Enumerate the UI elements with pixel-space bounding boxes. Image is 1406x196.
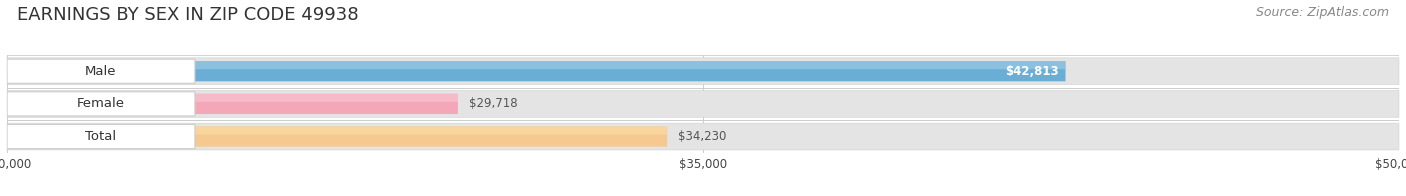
FancyBboxPatch shape	[7, 59, 195, 83]
FancyBboxPatch shape	[7, 94, 458, 114]
FancyBboxPatch shape	[7, 126, 668, 134]
FancyBboxPatch shape	[7, 61, 1066, 81]
Text: Female: Female	[77, 97, 125, 110]
FancyBboxPatch shape	[7, 94, 458, 102]
Text: Total: Total	[86, 130, 117, 143]
Text: Source: ZipAtlas.com: Source: ZipAtlas.com	[1256, 6, 1389, 19]
Text: $42,813: $42,813	[1005, 65, 1059, 78]
FancyBboxPatch shape	[7, 61, 1066, 69]
FancyBboxPatch shape	[7, 92, 195, 116]
Text: $29,718: $29,718	[470, 97, 517, 110]
FancyBboxPatch shape	[7, 58, 1399, 85]
FancyBboxPatch shape	[7, 124, 195, 149]
FancyBboxPatch shape	[7, 126, 668, 147]
Text: EARNINGS BY SEX IN ZIP CODE 49938: EARNINGS BY SEX IN ZIP CODE 49938	[17, 6, 359, 24]
Text: Male: Male	[86, 65, 117, 78]
FancyBboxPatch shape	[7, 91, 1399, 117]
FancyBboxPatch shape	[7, 123, 1399, 150]
Text: $34,230: $34,230	[679, 130, 727, 143]
